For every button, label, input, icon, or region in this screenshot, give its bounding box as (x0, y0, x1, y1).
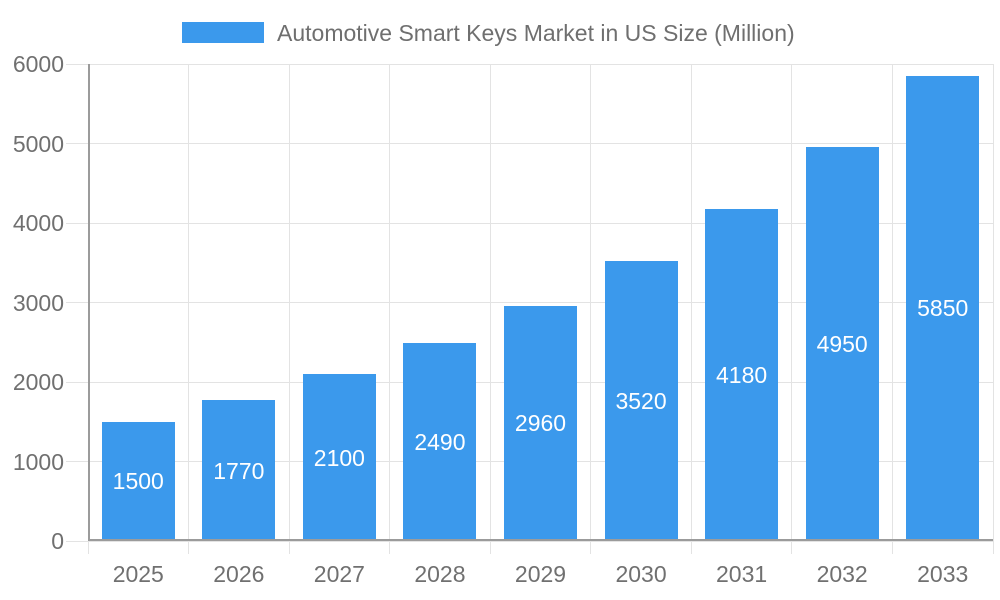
x-tick-label-2033: 2033 (917, 561, 969, 587)
x-tick-label-2026: 2026 (213, 561, 265, 587)
bar-value-label-2031: 4180 (716, 361, 768, 388)
bar-2027: 2100 (302, 374, 376, 541)
plot-area: 0 1000 2000 3000 4000 5000 6000 1500 2025 1770 202… (13, 51, 994, 587)
gridline-h-3000 (66, 302, 993, 303)
bar-value-label-2025: 1500 (112, 468, 164, 495)
bar-value-label-2030: 3520 (615, 388, 667, 415)
gridline-v-7 (791, 64, 793, 554)
y-tick-label-2000: 2000 (12, 369, 64, 395)
bar-value-label-2028: 2490 (414, 429, 466, 455)
y-tick-label-1000: 1000 (12, 448, 64, 475)
y-tick-label-3000: 3000 (12, 289, 64, 316)
x-tick-label-2027: 2027 (313, 561, 365, 587)
y-tick-label-5000: 5000 (12, 130, 64, 157)
x-tick-label-2032: 2032 (816, 561, 868, 587)
bar-2031: 4180 (705, 208, 779, 541)
bar-2033: 5850 (906, 75, 980, 541)
gridline-v-8 (891, 64, 893, 554)
gridline-v-6 (690, 64, 692, 554)
x-tick-label-2028: 2028 (414, 561, 466, 587)
y-axis-line (88, 64, 90, 541)
gridline-h-5000 (66, 143, 993, 144)
bar-value-label-2026: 1770 (213, 457, 265, 484)
bar-value-label-2029: 2960 (514, 410, 567, 437)
bar-2028: 2490 (403, 343, 477, 541)
legend-swatch (182, 22, 264, 43)
gridline-h-4000 (66, 222, 993, 224)
x-tick-label-2030: 2030 (615, 561, 667, 587)
legend-label: Automotive Smart Keys Market in US Size … (277, 20, 795, 46)
bar-value-label-2032: 4950 (816, 331, 868, 358)
bar-value-label-2027: 2100 (313, 444, 365, 471)
bar-2025: 1500 (101, 421, 175, 541)
bar-2032: 4950 (805, 147, 879, 541)
y-tick-label-0: 0 (51, 528, 64, 554)
y-tick-label-6000: 6000 (12, 51, 64, 77)
x-tick-label-2031: 2031 (716, 561, 768, 587)
gridline-h-0 (66, 540, 993, 542)
bar-2030: 3520 (604, 261, 678, 541)
gridline-v-9 (992, 64, 994, 554)
x-axis-baseline (88, 539, 993, 541)
gridline-h-6000 (66, 63, 993, 65)
gridline-v-1 (188, 64, 190, 554)
y-tick-label-4000: 4000 (12, 210, 64, 236)
gridline-v-4 (489, 64, 491, 554)
bar-value-label-2033: 5850 (917, 295, 969, 322)
gridline-v-3 (389, 64, 391, 554)
bar-2029: 2960 (504, 305, 577, 541)
bar-2026: 1770 (202, 400, 276, 541)
gridline-v-5 (590, 64, 592, 554)
gridline-v-2 (288, 64, 290, 554)
x-tick-label-2025: 2025 (112, 561, 164, 587)
x-tick-label-2029: 2029 (514, 561, 567, 587)
